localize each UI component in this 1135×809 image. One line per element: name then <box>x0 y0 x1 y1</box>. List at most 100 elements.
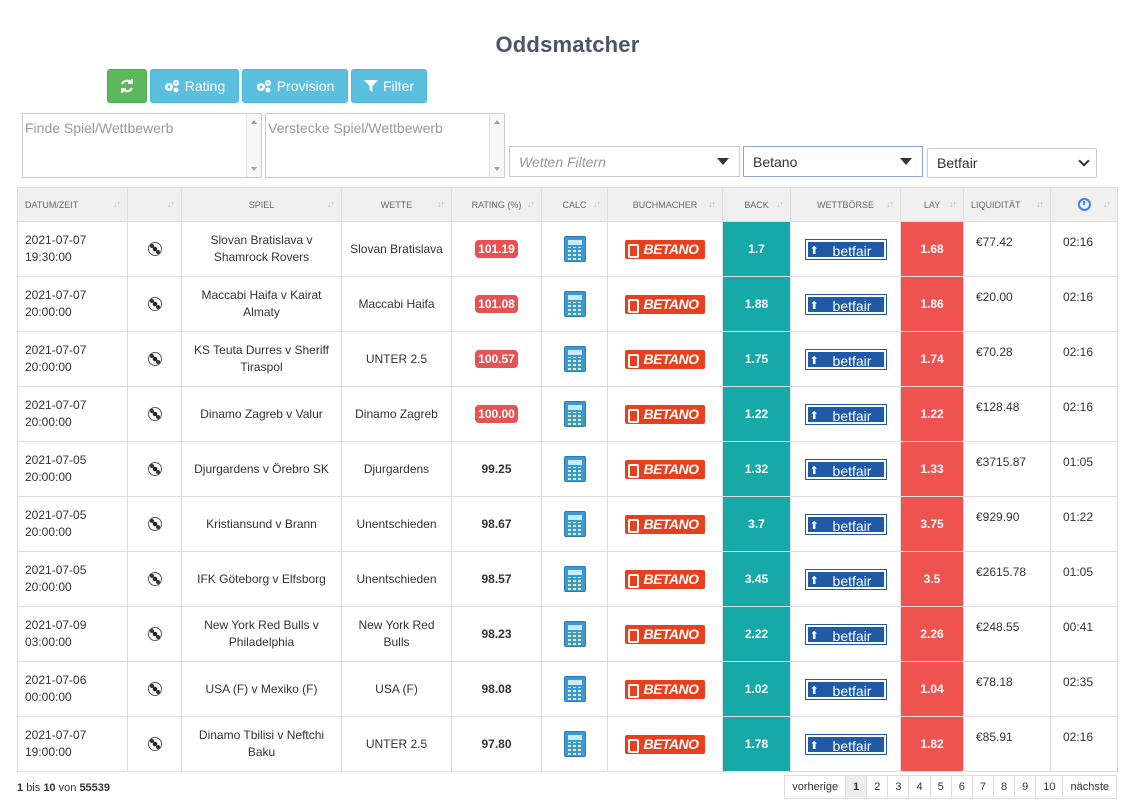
header-calc[interactable]: CALC ↓↑ <box>541 187 608 222</box>
find-game-multiselect[interactable]: Finde Spiel/Wettbewerb <box>22 113 262 178</box>
calculator-icon[interactable] <box>563 566 586 592</box>
betfair-logo[interactable]: betfair <box>804 678 887 701</box>
betfair-logo[interactable]: betfair <box>804 293 887 316</box>
betano-logo[interactable]: BETANO <box>625 624 705 644</box>
soccer-ball-icon <box>147 297 162 312</box>
sort-arrows-icon[interactable]: ↓↑ <box>886 199 894 209</box>
pagination-page-6[interactable]: 6 <box>950 775 973 799</box>
rating-label: Rating <box>184 78 226 94</box>
betano-logo[interactable]: BETANO <box>625 569 705 589</box>
exchange-cell: betfair <box>790 606 901 662</box>
betfair-logo[interactable]: betfair <box>804 623 887 646</box>
sort-arrows-icon[interactable]: ↓↑ <box>949 199 957 209</box>
betfair-logo[interactable]: betfair <box>804 458 887 481</box>
sort-arrows-icon[interactable]: ↓↑ <box>113 199 121 209</box>
pagination-page-1[interactable]: 1 <box>845 775 868 799</box>
rating-value: 101.08 <box>475 295 518 313</box>
header-clock[interactable]: ↓↑ <box>1050 187 1118 222</box>
pagination-page-7[interactable]: 7 <box>971 775 994 799</box>
bookmaker-cell: BETANO <box>607 386 723 442</box>
hide-game-multiselect[interactable]: Verstecke Spiel/Wettbewerb <box>265 113 505 178</box>
soccer-ball-icon <box>147 682 162 697</box>
sort-arrows-icon[interactable]: ↓↑ <box>708 199 716 209</box>
calculator-icon[interactable] <box>563 676 586 702</box>
calculator-icon[interactable] <box>563 511 586 537</box>
sort-arrows-icon[interactable]: ↓↑ <box>327 199 335 209</box>
pagination-page-4[interactable]: 4 <box>908 775 931 799</box>
calculator-icon[interactable] <box>563 456 586 482</box>
sort-arrows-icon[interactable]: ↓↑ <box>437 199 445 209</box>
scrollbar[interactable] <box>489 114 504 177</box>
header-datetime[interactable]: DATUM/ZEIT ↓↑ <box>17 187 128 222</box>
header-liquidity[interactable]: LIQUIDITÄT ↓↑ <box>963 187 1051 222</box>
sort-arrows-icon[interactable]: ↓↑ <box>593 199 601 209</box>
sport-cell <box>127 661 182 717</box>
bookmaker-cell: BETANO <box>607 221 723 277</box>
calculator-icon[interactable] <box>563 401 586 427</box>
exchange-select[interactable]: Betfair <box>927 148 1097 178</box>
betano-logo[interactable]: BETANO <box>625 349 705 369</box>
exchange-value: Betfair <box>937 155 978 171</box>
betfair-logo[interactable]: betfair <box>804 403 887 426</box>
betfair-logo[interactable]: betfair <box>804 733 887 756</box>
back-odds: 1.7 <box>722 221 791 277</box>
bookmaker-select[interactable]: Betano <box>743 146 923 177</box>
rating-cell: 100.00 <box>451 386 542 442</box>
betfair-logo[interactable]: betfair <box>804 513 887 536</box>
header-game[interactable]: SPIEL ↓↑ <box>181 187 342 222</box>
header-back[interactable]: BACK ↓↑ <box>722 187 791 222</box>
lay-odds: 2.26 <box>900 606 964 662</box>
betfair-logo[interactable]: betfair <box>804 568 887 591</box>
betano-logo[interactable]: BETANO <box>625 294 705 314</box>
back-odds: 1.88 <box>722 276 791 332</box>
rating-cell: 98.67 <box>451 496 542 552</box>
header-bet[interactable]: WETTE ↓↑ <box>341 187 452 222</box>
soccer-ball-icon <box>147 352 162 367</box>
header-bookmaker[interactable]: BUCHMACHER ↓↑ <box>607 187 723 222</box>
pagination-page-2[interactable]: 2 <box>866 775 889 799</box>
refresh-button[interactable] <box>107 69 147 103</box>
betfair-logo[interactable]: betfair <box>804 348 887 371</box>
scrollbar[interactable] <box>246 114 261 177</box>
betano-logo[interactable]: BETANO <box>625 514 705 534</box>
header-rating[interactable]: RATING (%) ↓↑ <box>451 187 542 222</box>
provision-button[interactable]: Provision <box>242 69 348 103</box>
calculator-icon[interactable] <box>563 731 586 757</box>
sort-arrows-icon[interactable]: ↓↑ <box>1103 199 1111 209</box>
sport-cell <box>127 276 182 332</box>
pagination-page-9[interactable]: 9 <box>1014 775 1037 799</box>
pagination-page-5[interactable]: 5 <box>929 775 952 799</box>
bets-filter-select[interactable]: Wetten Filtern <box>509 146 740 177</box>
pagination-page-3[interactable]: 3 <box>887 775 910 799</box>
sort-arrows-icon[interactable]: ↓↑ <box>1036 199 1044 209</box>
liquidity-cell: €3715.87 <box>963 441 1051 497</box>
pagination-page-8[interactable]: 8 <box>992 775 1016 799</box>
header-bet-label: WETTE <box>380 199 413 210</box>
pagination-page-10[interactable]: 10 <box>1035 775 1064 799</box>
betano-logo[interactable]: BETANO <box>625 734 705 754</box>
sort-arrows-icon[interactable]: ↓↑ <box>527 199 535 209</box>
calculator-icon[interactable] <box>563 291 586 317</box>
bet-cell: USA (F) <box>341 661 452 717</box>
time-remaining-cell: 02:16 <box>1050 276 1118 332</box>
betfair-logo[interactable]: betfair <box>804 238 887 261</box>
rating-button[interactable]: Rating <box>150 69 239 103</box>
calculator-icon[interactable] <box>563 346 586 372</box>
calculator-icon[interactable] <box>563 621 586 647</box>
pagination-next-button[interactable]: nächste <box>1062 775 1117 799</box>
rating-cell: 98.08 <box>451 661 542 717</box>
header-lay[interactable]: LAY ↓↑ <box>900 187 964 222</box>
sort-arrows-icon[interactable]: ↓↑ <box>776 199 784 209</box>
betano-logo[interactable]: BETANO <box>625 239 705 259</box>
sport-cell <box>127 606 182 662</box>
header-exchange[interactable]: WETTBÖRSE ↓↑ <box>790 187 901 222</box>
betano-logo[interactable]: BETANO <box>625 459 705 479</box>
betano-logo[interactable]: BETANO <box>625 404 705 424</box>
betano-logo[interactable]: BETANO <box>625 679 705 699</box>
pagination-prev-button[interactable]: vorherige <box>784 775 847 799</box>
filter-button[interactable]: Filter <box>351 69 427 103</box>
lay-odds: 1.82 <box>900 716 964 772</box>
calculator-icon[interactable] <box>563 236 586 262</box>
header-sport[interactable]: ↓↑ <box>127 187 182 222</box>
sort-arrows-icon[interactable]: ↓↑ <box>167 199 175 209</box>
